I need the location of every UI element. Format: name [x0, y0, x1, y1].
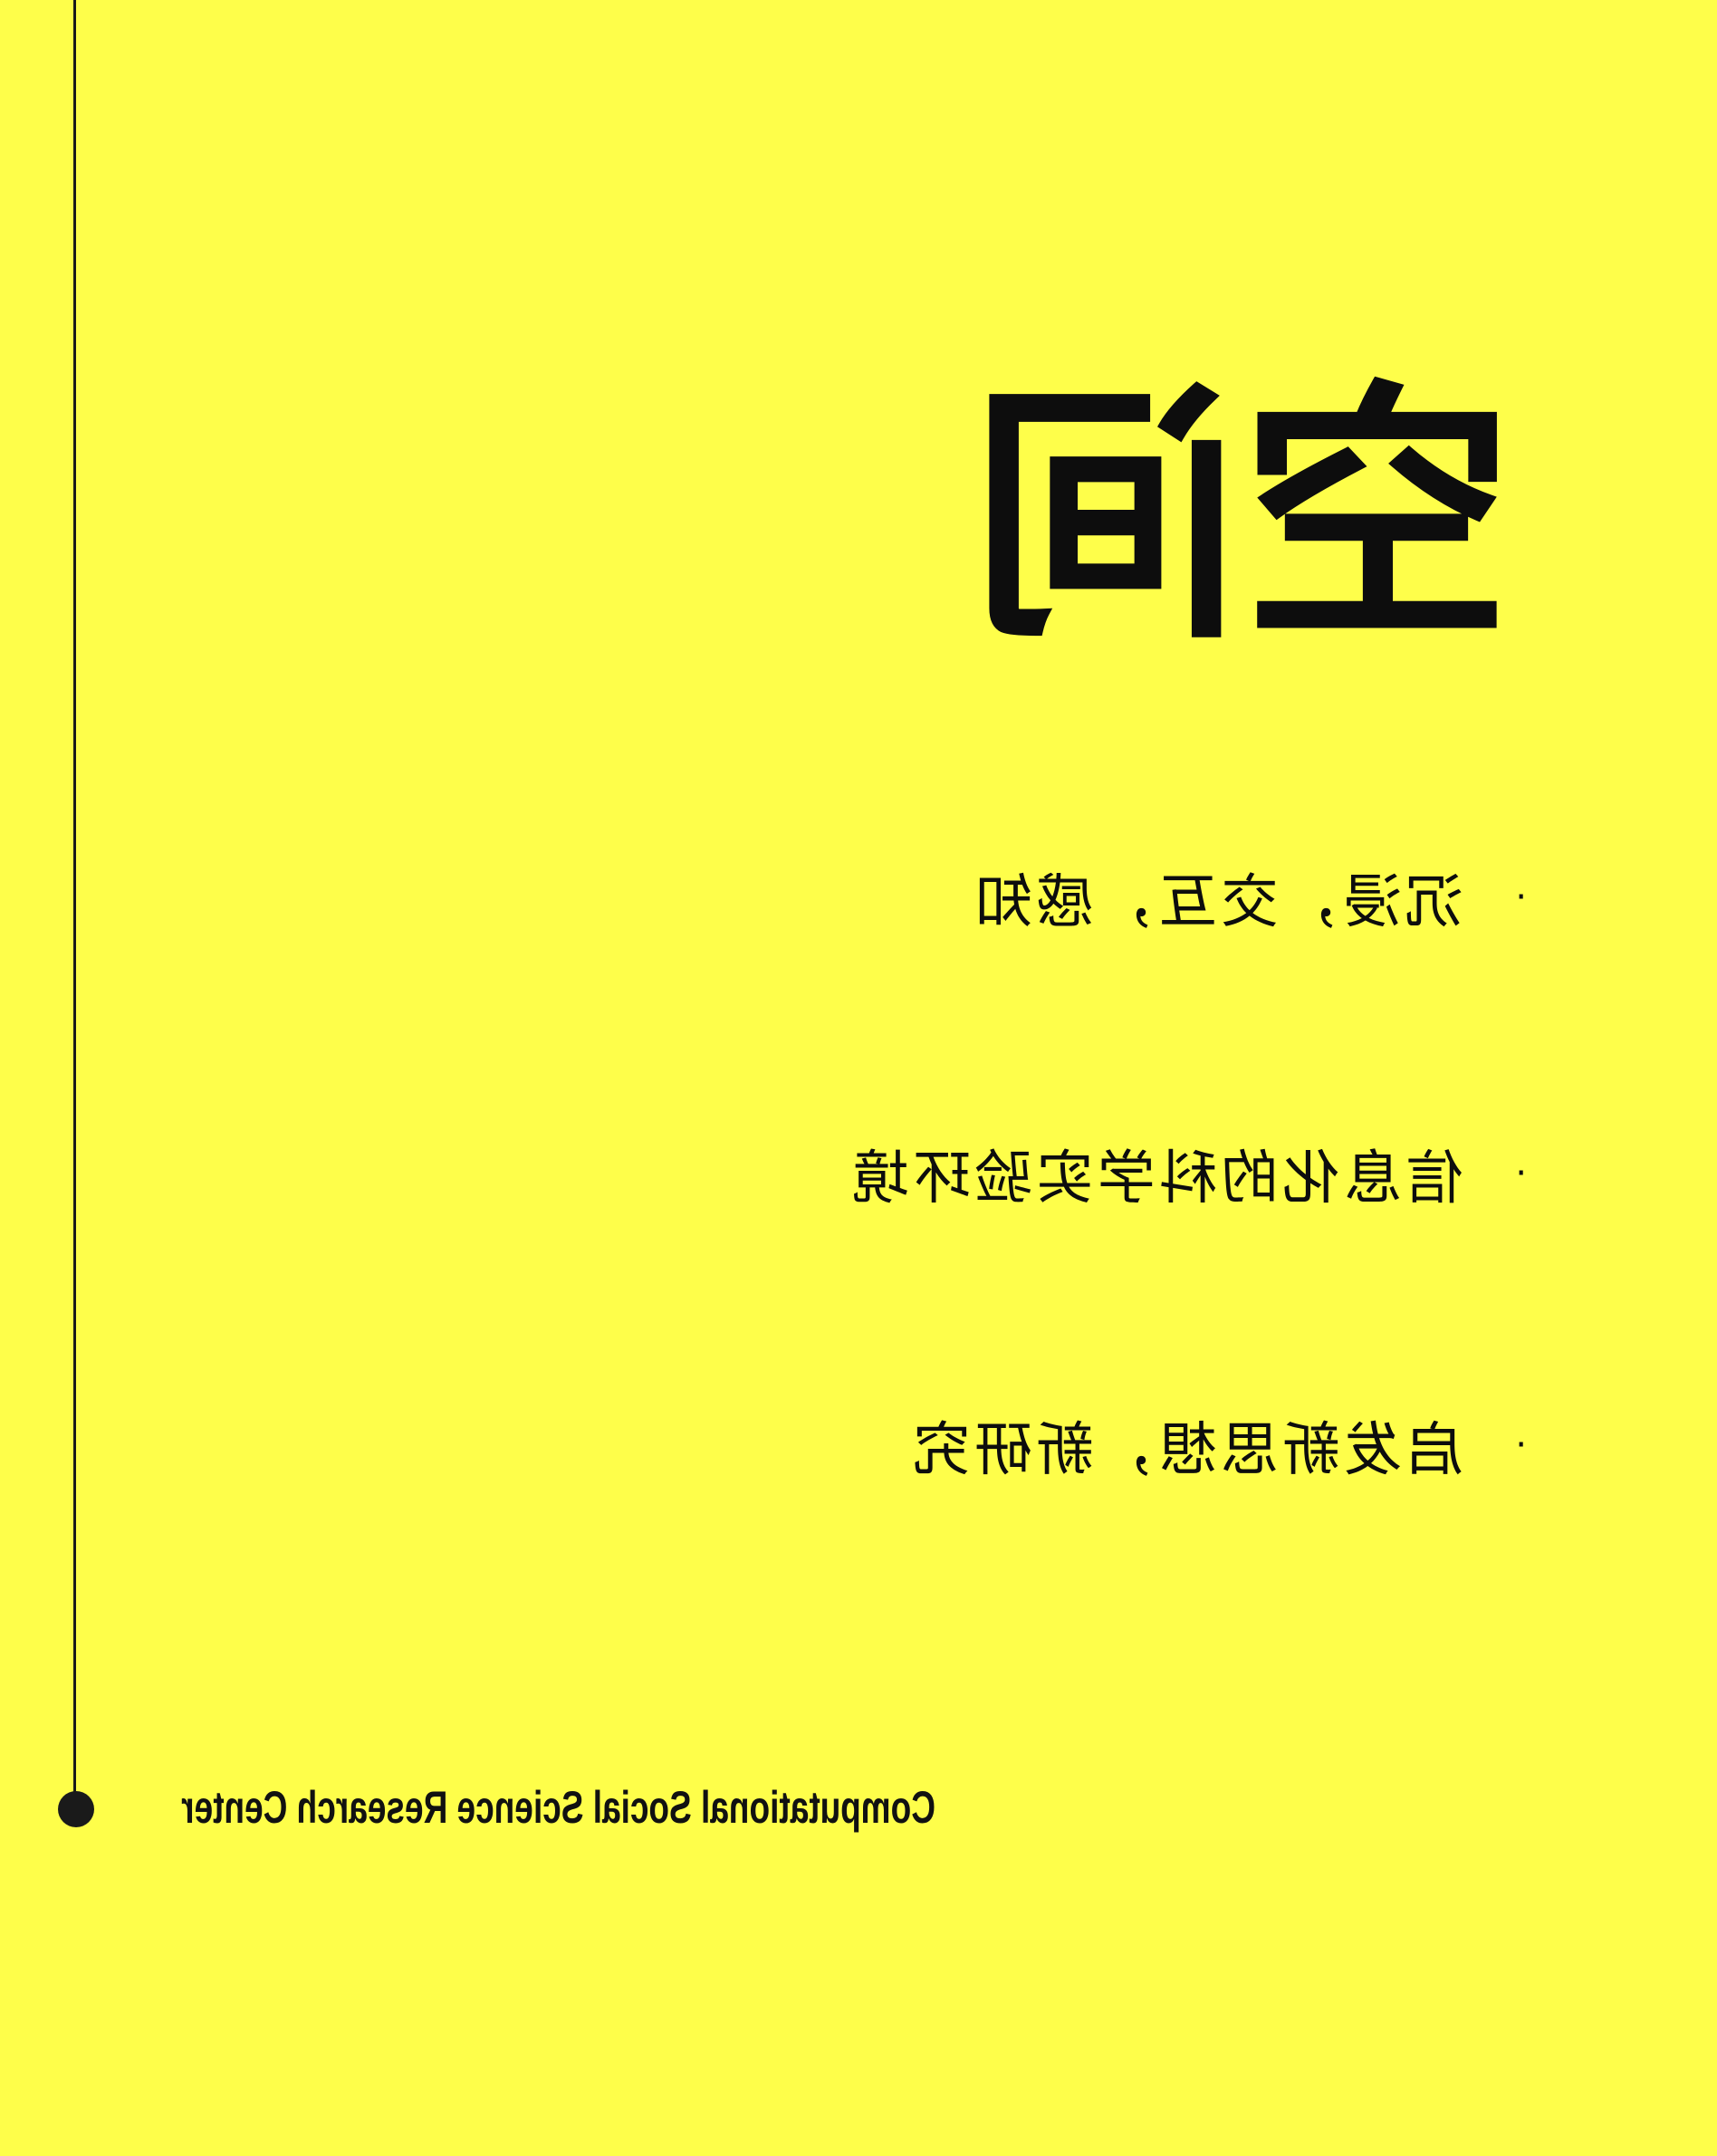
- list-item-text: 信息化的科学实验环境: [848, 1145, 1463, 1212]
- list-item-text: 沉浸，交互，感知: [971, 869, 1463, 936]
- list-item: · 沉浸，交互，感知: [971, 856, 1527, 939]
- list-item: · 信息化的科学实验环境: [848, 1132, 1527, 1215]
- organization-name: Computational Social Science Research Ce…: [181, 1782, 935, 1833]
- bullet-dot-icon: ·: [1515, 1424, 1527, 1466]
- list-item: · 启发新思想，新研究: [909, 1404, 1527, 1487]
- timeline-line: [73, 0, 76, 1809]
- timeline-dot-icon: [58, 1791, 94, 1827]
- list-item-text: 启发新思想，新研究: [909, 1417, 1463, 1484]
- bullet-dot-icon: ·: [1515, 877, 1527, 918]
- page-title: 空间: [970, 356, 1513, 676]
- bullet-dot-icon: ·: [1515, 1153, 1527, 1194]
